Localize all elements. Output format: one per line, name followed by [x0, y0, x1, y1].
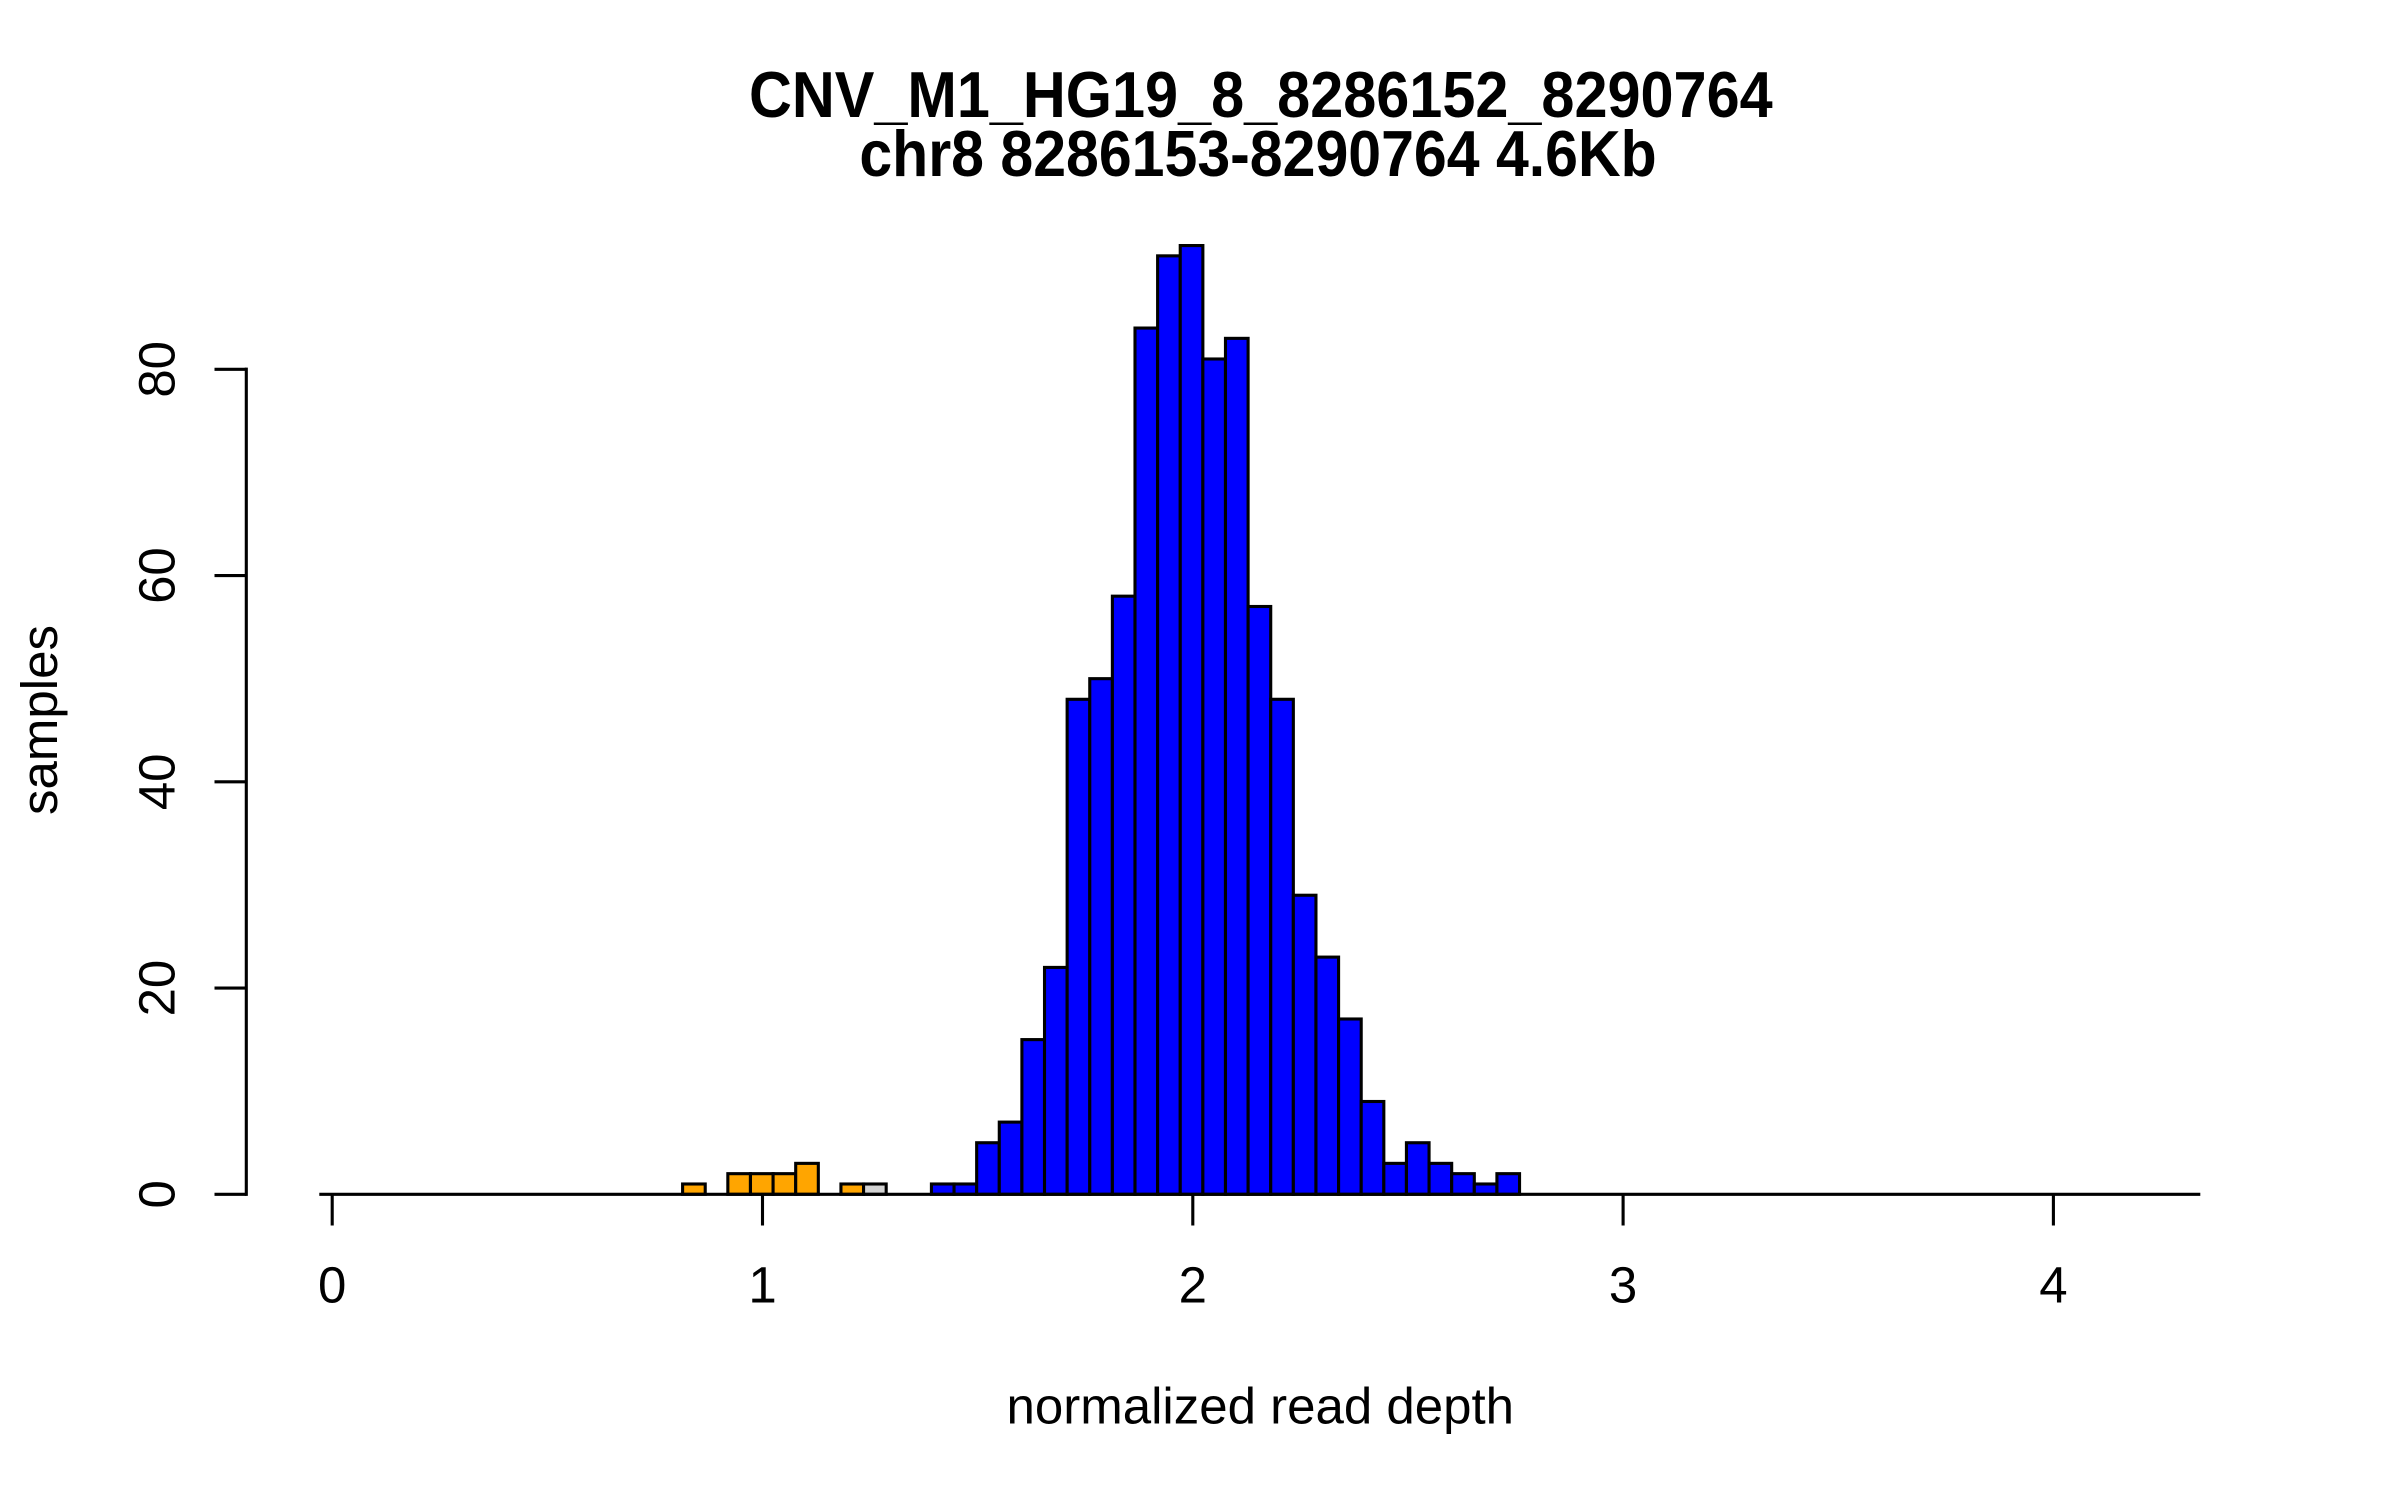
svg-text:chr8 8286153-8290764 4.6Kb: chr8 8286153-8290764 4.6Kb	[859, 119, 1656, 191]
svg-text:20: 20	[129, 960, 186, 1017]
svg-text:normalized read depth: normalized read depth	[1007, 1377, 1515, 1434]
svg-text:60: 60	[129, 547, 186, 604]
svg-text:2: 2	[1179, 1257, 1207, 1314]
svg-text:40: 40	[129, 753, 186, 810]
svg-text:samples: samples	[11, 625, 68, 815]
svg-text:0: 0	[318, 1257, 346, 1314]
svg-text:3: 3	[1609, 1257, 1637, 1314]
svg-text:CNV_M1_HG19_8_8286152_8290764: CNV_M1_HG19_8_8286152_8290764	[749, 60, 1773, 132]
svg-text:1: 1	[748, 1257, 776, 1314]
svg-text:0: 0	[129, 1180, 186, 1208]
svg-text:80: 80	[129, 341, 186, 398]
svg-text:4: 4	[2039, 1257, 2067, 1314]
